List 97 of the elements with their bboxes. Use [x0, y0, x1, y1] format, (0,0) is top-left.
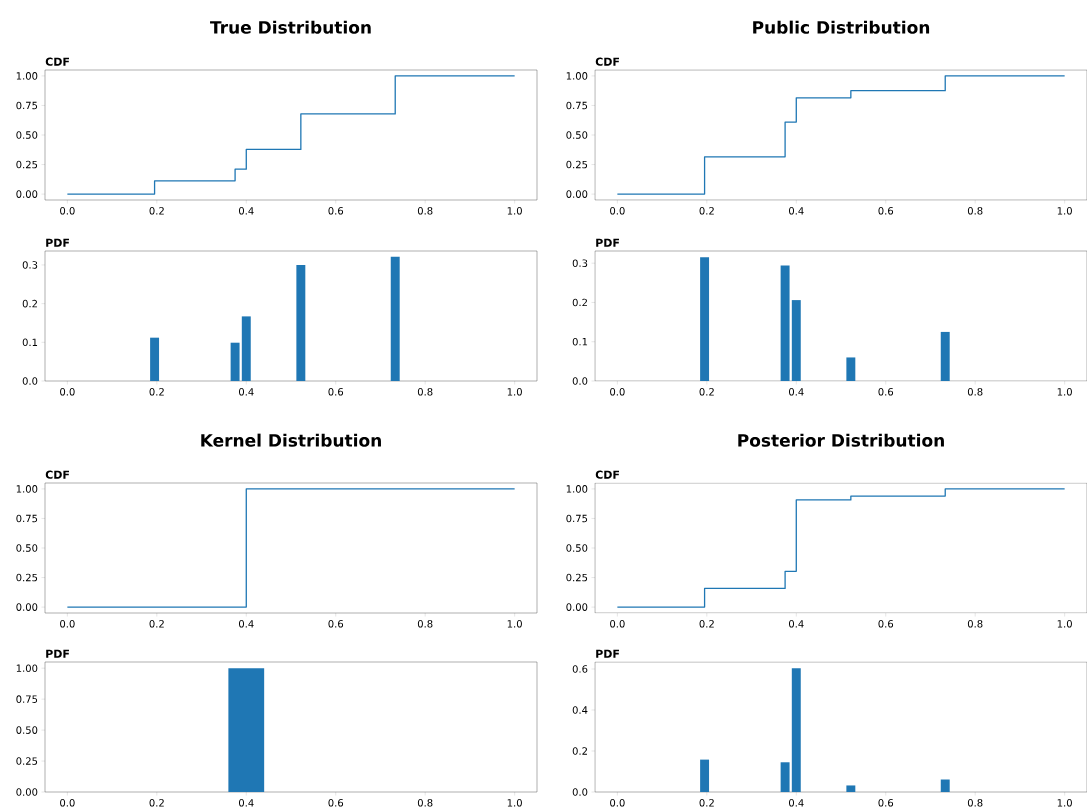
x-tick-label: 0.4 — [238, 620, 254, 628]
chart-subtitle: PDF — [46, 649, 69, 658]
chart-title: Public Distribution — [753, 20, 930, 34]
x-tick-label: 1.0 — [507, 620, 522, 628]
x-tick-label: 0.2 — [149, 620, 164, 628]
x-tick-label: 0.4 — [238, 799, 254, 807]
y-tick-label: 0.00 — [16, 190, 38, 198]
y-tick-label: 0.6 — [572, 665, 588, 673]
y-tick-label: 1.00 — [16, 485, 38, 493]
x-tick-label: 1.0 — [507, 388, 522, 396]
x-tick-label: 0.0 — [610, 207, 625, 215]
x-tick-label: 0.8 — [967, 207, 983, 215]
y-tick-label: 0.50 — [566, 131, 588, 139]
x-tick-label: 0.8 — [417, 799, 433, 807]
x-tick-label: 0.2 — [699, 388, 714, 396]
y-tick-label: 0.25 — [16, 160, 38, 169]
y-tick-label: 0.2 — [572, 298, 587, 307]
y-tick-label: 0.0 — [572, 788, 588, 796]
y-tick-label: 0.00 — [16, 603, 38, 611]
x-tick-label: 0.2 — [149, 388, 164, 396]
y-tick-label: 0.3 — [22, 261, 38, 269]
y-tick-label: 1.00 — [566, 72, 588, 80]
x-tick-label: 1.0 — [1057, 388, 1072, 396]
x-tick-label: 0.4 — [238, 388, 254, 396]
y-tick-label: 0.2 — [572, 747, 587, 755]
y-tick-label: 0.75 — [566, 514, 588, 523]
x-tick-label: 0.2 — [149, 799, 164, 807]
chart-title: Posterior Distribution — [738, 433, 944, 447]
chart-subtitle: CDF — [45, 57, 69, 66]
x-tick-label: 0.6 — [328, 207, 344, 215]
x-tick-label: 0.4 — [788, 388, 804, 396]
chart-subtitle: PDF — [596, 649, 619, 658]
x-tick-label: 0.6 — [328, 799, 344, 807]
x-tick-label: 0.0 — [60, 388, 75, 396]
x-tick-label: 0.0 — [610, 799, 625, 807]
chart-subtitle: CDF — [595, 470, 619, 479]
y-tick-label: 0.75 — [16, 514, 38, 523]
chart-title: True Distribution — [210, 20, 371, 34]
x-tick-label: 1.0 — [1057, 620, 1072, 628]
x-tick-label: 0.8 — [417, 620, 433, 628]
x-tick-label: 0.6 — [878, 207, 894, 215]
chart-subtitle: CDF — [595, 57, 619, 66]
y-tick-label: 0.1 — [572, 337, 588, 346]
x-tick-label: 1.0 — [1057, 207, 1072, 215]
y-tick-label: 0.50 — [16, 544, 38, 552]
x-tick-label: 0.8 — [417, 388, 433, 396]
x-tick-label: 0.2 — [699, 799, 714, 807]
y-tick-label: 0.2 — [22, 299, 37, 308]
x-tick-label: 0.4 — [788, 799, 804, 807]
x-tick-label: 0.4 — [238, 207, 254, 215]
chart-title: Kernel Distribution — [201, 433, 381, 447]
y-tick-label: 0.75 — [16, 101, 38, 110]
y-tick-label: 0.0 — [572, 377, 588, 385]
x-tick-label: 0.8 — [967, 388, 983, 396]
x-tick-label: 0.8 — [417, 207, 433, 215]
x-tick-label: 0.2 — [149, 207, 164, 215]
x-tick-label: 0.0 — [60, 620, 75, 628]
y-tick-label: 0.25 — [566, 160, 588, 169]
y-tick-label: 0.25 — [566, 573, 588, 582]
x-tick-label: 0.4 — [788, 620, 804, 628]
x-tick-label: 0.4 — [788, 207, 804, 215]
y-tick-label: 0.4 — [572, 706, 588, 714]
x-tick-label: 0.6 — [878, 799, 894, 807]
x-tick-label: 0.0 — [60, 799, 75, 807]
x-tick-label: 0.0 — [610, 388, 625, 396]
y-tick-label: 1.00 — [16, 664, 38, 672]
y-tick-label: 0.50 — [16, 726, 38, 734]
y-tick-label: 0.25 — [16, 757, 38, 765]
x-tick-label: 0.6 — [328, 620, 344, 628]
x-tick-label: 0.8 — [967, 799, 983, 807]
y-tick-label: 0.00 — [566, 603, 588, 611]
y-tick-label: 0.75 — [16, 695, 38, 703]
chart-subtitle: PDF — [596, 238, 619, 247]
y-tick-label: 1.00 — [566, 485, 588, 493]
x-tick-label: 0.0 — [610, 620, 625, 628]
y-tick-label: 0.0 — [22, 377, 38, 385]
y-tick-label: 0.00 — [16, 788, 38, 796]
x-tick-label: 1.0 — [507, 207, 522, 215]
y-tick-label: 0.50 — [16, 131, 38, 139]
x-tick-label: 1.0 — [507, 799, 522, 807]
x-tick-label: 0.6 — [878, 620, 894, 628]
x-tick-label: 1.0 — [1057, 799, 1072, 807]
x-tick-label: 0.2 — [699, 207, 714, 215]
chart-subtitle: CDF — [45, 470, 69, 479]
x-tick-label: 0.6 — [328, 388, 344, 396]
x-tick-label: 0.0 — [60, 207, 75, 215]
x-tick-label: 0.6 — [878, 388, 894, 396]
y-tick-label: 0.25 — [16, 573, 38, 582]
y-tick-label: 0.3 — [572, 259, 588, 267]
x-tick-label: 0.8 — [967, 620, 983, 628]
x-tick-label: 0.2 — [699, 620, 714, 628]
y-tick-label: 0.75 — [566, 101, 588, 110]
chart-subtitle: PDF — [46, 238, 69, 247]
y-tick-label: 0.1 — [22, 338, 38, 347]
y-tick-label: 0.00 — [566, 190, 588, 198]
y-tick-label: 0.50 — [566, 544, 588, 552]
y-tick-label: 1.00 — [16, 72, 38, 80]
